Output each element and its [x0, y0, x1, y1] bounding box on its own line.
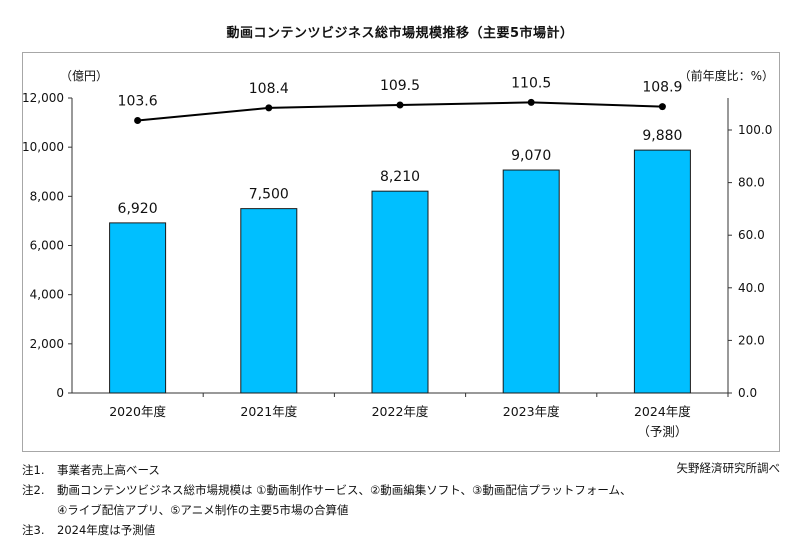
note-3: 注3. 2024年度は予測値 [22, 520, 780, 540]
y-right-tick-label: 80.0 [738, 176, 765, 190]
bar [109, 222, 167, 394]
note-1-key: 注1. [22, 463, 45, 477]
note-3-text: 2024年度は予測値 [57, 523, 156, 537]
yoy-point [396, 101, 404, 109]
bar-data-label: 8,210 [380, 169, 420, 185]
note-2: 注2. 動画コンテンツビジネス総市場規模は ①動画制作サービス、②動画編集ソフト… [22, 480, 780, 500]
y-right-tick-label: 20.0 [738, 333, 765, 347]
x-tick-label: 2021年度 [240, 404, 297, 419]
y-left-tick-label: 10,000 [22, 140, 64, 154]
bar-data-label: 6,920 [118, 201, 158, 217]
yoy-data-label: 108.9 [642, 80, 682, 96]
x-tick-label: 2023年度 [503, 404, 560, 419]
y-left-tick-label: 6,000 [30, 239, 64, 253]
y-right-tick-label: 0.0 [738, 386, 757, 400]
x-tick-label: 2024年度 [634, 404, 691, 419]
y-left-tick-label: 2,000 [30, 337, 64, 351]
note-2-text: 動画コンテンツビジネス総市場規模は ①動画制作サービス、②動画編集ソフト、③動画… [57, 483, 632, 497]
footnotes: 注1. 事業者売上高ベース 注2. 動画コンテンツビジネス総市場規模は ①動画制… [22, 460, 780, 540]
x-tick-label: 2020年度 [109, 404, 166, 419]
y-left-tick-label: 4,000 [30, 288, 64, 302]
bar-data-label: 9,070 [511, 148, 551, 164]
y-left-unit-label: （億円） [60, 69, 108, 83]
yoy-data-label: 108.4 [249, 81, 289, 97]
y-right-tick-label: 60.0 [738, 228, 765, 242]
y-right-unit-label: （前年度比：%） [679, 68, 774, 83]
y-left-tick-label: 8,000 [30, 189, 64, 203]
note-3-key: 注3. [22, 523, 45, 537]
chart-frame [22, 52, 780, 452]
note-2-key: 注2. [22, 483, 45, 497]
yoy-data-label: 110.5 [511, 75, 551, 91]
yoy-data-label: 103.6 [118, 94, 158, 110]
yoy-point [527, 98, 535, 106]
yoy-data-label: 109.5 [380, 78, 420, 94]
y-left-tick-label: 12,000 [22, 91, 64, 105]
bar [633, 149, 691, 394]
yoy-point [134, 117, 142, 125]
y-right-tick-label: 100.0 [738, 123, 772, 137]
chart-title: 動画コンテンツビジネス総市場規模推移（主要5市場計） [226, 26, 574, 41]
bar-data-label: 7,500 [249, 187, 289, 203]
bar [240, 208, 298, 394]
y-right-tick-label: 40.0 [738, 281, 765, 295]
yoy-point [658, 103, 666, 111]
x-tick-sublabel: （予測） [637, 424, 687, 439]
x-tick-label: 2022年度 [372, 404, 429, 419]
bar-data-label: 9,880 [642, 128, 682, 144]
bar [502, 169, 560, 394]
yoy-point [265, 104, 273, 112]
y-left-tick-label: 0 [56, 386, 64, 400]
bar [371, 190, 429, 394]
note-1: 注1. 事業者売上高ベース [22, 460, 780, 480]
note-2-continuation: ④ライブ配信アプリ、⑤アニメ制作の主要5市場の合算値 [57, 503, 349, 517]
source-credit: 矢野経済研究所調べ [676, 461, 781, 475]
note-1-text: 事業者売上高ベース [57, 463, 160, 477]
